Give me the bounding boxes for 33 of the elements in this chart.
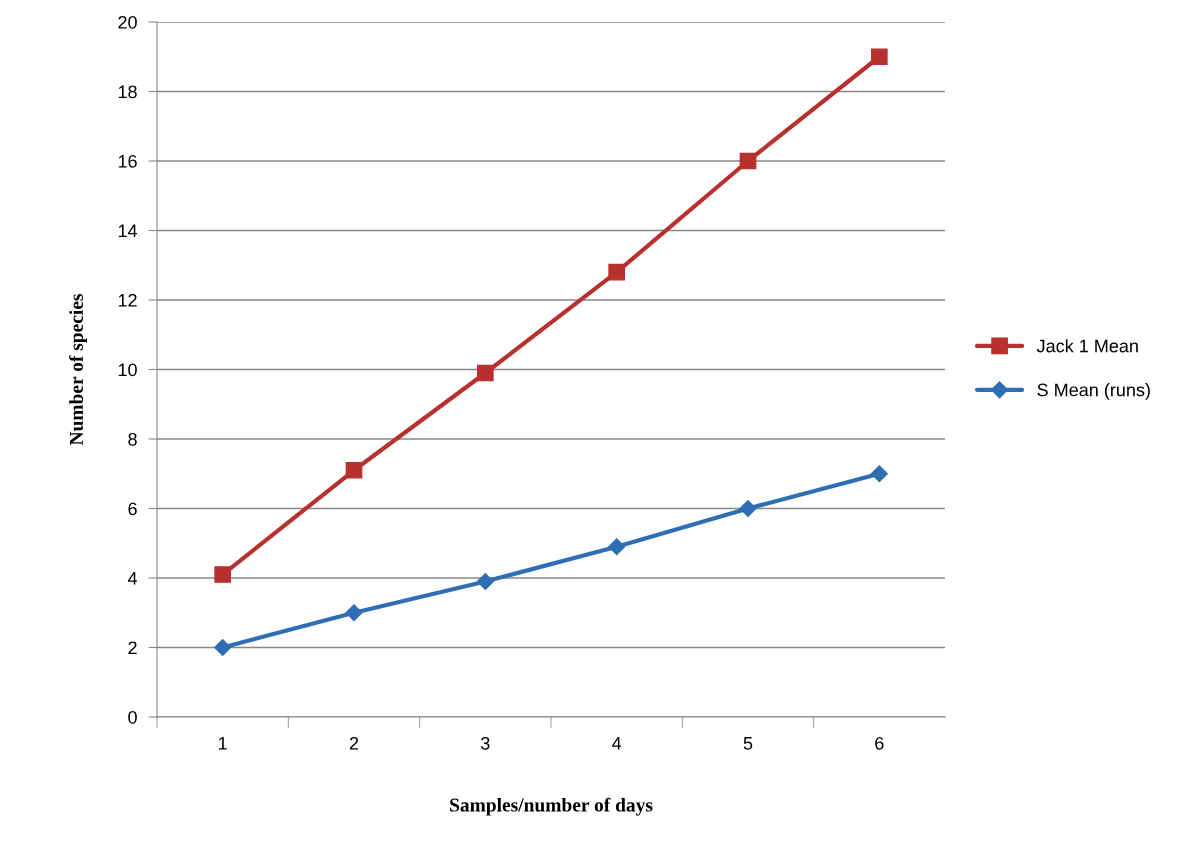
point — [870, 48, 888, 66]
y-tick-label: 8 — [128, 432, 137, 446]
x-tick-label: 2 — [349, 736, 359, 750]
y-tick-label: 2 — [128, 641, 137, 655]
point — [345, 604, 363, 622]
legend-label: S Mean (runs) — [1037, 383, 1150, 400]
x-tick-label: 5 — [743, 737, 753, 750]
y-tick-label: 0 — [128, 710, 137, 724]
point — [870, 465, 888, 483]
y-tick-label: 18 — [118, 85, 137, 99]
point — [739, 152, 757, 170]
point — [476, 572, 494, 591]
x-tick-label: 1 — [219, 737, 227, 750]
point — [608, 263, 626, 281]
x-tick-label: 4 — [612, 737, 622, 750]
point — [214, 566, 232, 583]
x-tick-label: 6 — [875, 736, 884, 750]
y-tick-label: 6 — [128, 502, 137, 516]
legend-label: Jack 1 Mean — [1036, 339, 1138, 353]
point — [608, 538, 626, 556]
y-tick-label: 16 — [118, 154, 137, 168]
x-axis-title: Samples/number of days — [450, 797, 653, 816]
y-tick-label: 12 — [118, 293, 137, 307]
y-tick-label: 10 — [118, 363, 137, 377]
point — [739, 499, 757, 518]
x-tick-label: 3 — [481, 736, 490, 750]
point — [214, 638, 232, 657]
y-tick-label: 14 — [118, 224, 138, 238]
point — [345, 461, 363, 479]
y-tick-label: 20 — [118, 15, 137, 29]
y-tick-label: 4 — [127, 572, 138, 585]
point — [476, 364, 494, 382]
y-axis-title: Number of species — [69, 294, 87, 446]
